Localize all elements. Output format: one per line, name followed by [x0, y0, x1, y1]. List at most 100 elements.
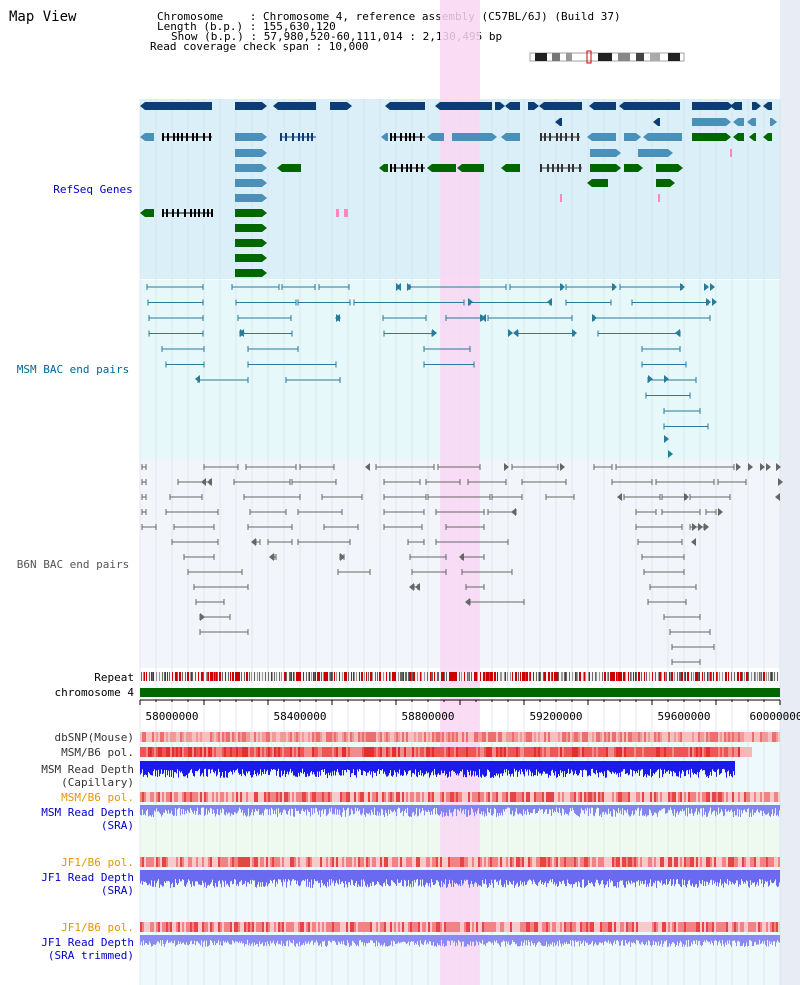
heat-cell: [718, 857, 720, 867]
heat-cell: [676, 747, 678, 757]
depth-bar: [333, 935, 334, 941]
depth-bar: [161, 761, 162, 770]
depth-bar: [239, 935, 240, 942]
repeat-element: [290, 672, 291, 681]
repeat-element: [501, 672, 502, 681]
depth-bar: [612, 805, 613, 817]
depth-bar: [602, 870, 603, 880]
depth-bar: [361, 805, 362, 816]
heat-cell: [722, 732, 724, 742]
exon: [421, 164, 423, 172]
repeat-element: [339, 672, 340, 681]
depth-bar: [779, 870, 780, 883]
depth-bar: [778, 805, 779, 817]
depth-bar: [239, 761, 240, 775]
depth-bar: [589, 870, 590, 883]
depth-bar: [750, 805, 751, 813]
chromosome-ideogram[interactable]: [529, 50, 685, 64]
depth-bar: [705, 761, 706, 775]
depth-bar: [316, 935, 317, 941]
heat-cell: [402, 922, 404, 932]
depth-bar: [711, 761, 712, 776]
depth-bar: [375, 805, 376, 815]
heat-cell: [190, 857, 192, 867]
heat-cell: [550, 747, 552, 757]
depth-bar: [668, 870, 669, 884]
depth-bar: [507, 935, 508, 944]
depth-bar: [520, 805, 521, 814]
heat-cell: [674, 857, 676, 867]
depth-bar: [573, 761, 574, 776]
repeat-track[interactable]: [140, 672, 780, 681]
depth-bar: [622, 935, 623, 940]
heat-cell: [342, 792, 344, 802]
depth-bar: [275, 870, 276, 887]
depth-bar: [442, 870, 443, 888]
depth-bar: [660, 805, 661, 811]
heat-cell: [230, 857, 232, 867]
heat-cell: [504, 922, 506, 932]
heat-cell: [240, 732, 242, 742]
depth-bar: [306, 805, 307, 816]
depth-bar: [170, 935, 171, 943]
repeat-element: [510, 672, 511, 681]
heat-cell: [510, 857, 512, 867]
repeat-element: [561, 672, 562, 681]
heat-cell: [636, 792, 638, 802]
heat-cell: [610, 747, 612, 757]
heat-tracks[interactable]: [140, 732, 780, 932]
heat-cell: [392, 732, 394, 742]
exon: [544, 133, 546, 141]
depth-bar: [685, 805, 686, 816]
exon: [207, 209, 209, 217]
depth-bar: [724, 870, 725, 882]
depth-bar: [279, 805, 280, 814]
depth-bar: [596, 870, 597, 880]
heat-cell: [174, 732, 176, 742]
depth-bar: [665, 805, 666, 814]
depth-bar: [264, 805, 265, 811]
heat-cell: [580, 792, 582, 802]
depth-bar: [170, 805, 171, 814]
heat-cell: [760, 857, 762, 867]
depth-bar: [557, 805, 558, 812]
depth-bar: [153, 870, 154, 887]
depth-bar: [444, 805, 445, 817]
depth-bar: [645, 761, 646, 775]
depth-bar: [309, 805, 310, 813]
heat-cell: [526, 747, 528, 757]
heat-cell: [192, 747, 194, 757]
heat-cell: [320, 857, 322, 867]
depth-bar: [383, 761, 384, 774]
depth-bar: [574, 761, 575, 774]
depth-bar: [391, 805, 392, 812]
heat-cell: [332, 922, 334, 932]
heat-cell: [242, 732, 244, 742]
depth-bar: [242, 935, 243, 944]
depth-bar: [662, 761, 663, 778]
msm-bac-glyphs[interactable]: [146, 283, 717, 458]
depth-bar: [400, 805, 401, 814]
heat-cell: [210, 857, 212, 867]
refseq-genes-glyphs[interactable]: [140, 102, 777, 277]
depth-bar: [600, 870, 601, 885]
depth-bar: [512, 761, 513, 774]
heat-cell: [148, 747, 150, 757]
heat-cell: [528, 792, 530, 802]
depth-bar: [341, 761, 342, 776]
depth-bar: [624, 870, 625, 888]
depth-bar: [286, 761, 287, 774]
depth-bar: [656, 761, 657, 772]
chromosome-bar[interactable]: [140, 688, 780, 697]
heat-cell: [368, 732, 370, 742]
depth-tracks[interactable]: [140, 761, 780, 947]
depth-bar: [258, 761, 259, 776]
depth-bar: [485, 935, 486, 947]
depth-bar: [738, 870, 739, 887]
depth-bar: [608, 870, 609, 888]
b6n-bac-glyphs[interactable]: [141, 463, 783, 665]
depth-bar: [539, 805, 540, 809]
depth-bar: [779, 805, 780, 811]
depth-bar: [553, 870, 554, 885]
